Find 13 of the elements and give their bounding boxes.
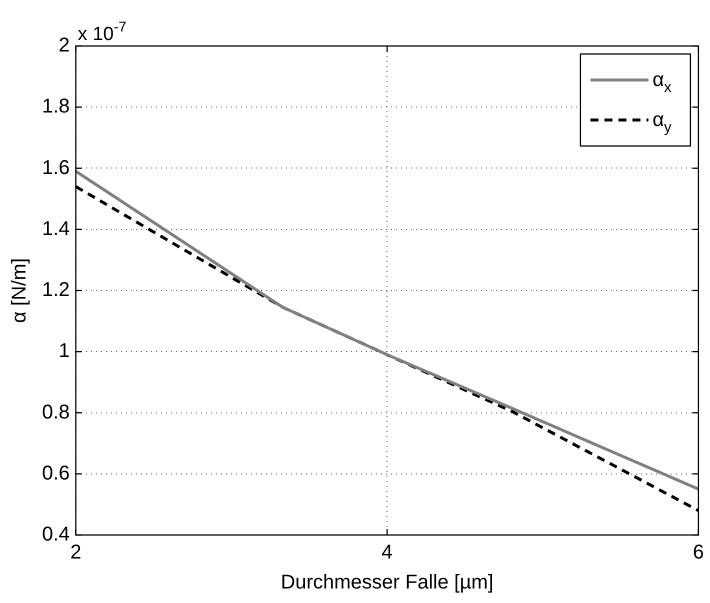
y-tick-label: 1.2 — [42, 279, 70, 302]
y-tick-label: 1 — [58, 340, 70, 362]
x-axis-title: Durchmesser Falle [µm] — [280, 572, 494, 594]
x-tick-label: 6 — [692, 542, 704, 564]
x-tick-label: 4 — [382, 542, 393, 564]
y-tick-label: 2 — [58, 34, 70, 57]
y-tick-label: 0.8 — [42, 401, 70, 424]
y-tick-label: 0.6 — [42, 462, 70, 484]
y-axis-title: α [N/m] — [8, 258, 31, 323]
y-tick-label: 1.8 — [42, 96, 70, 118]
y-tick-label: 0.4 — [42, 524, 70, 546]
y-tick-label: 1.4 — [42, 218, 70, 240]
y-tick-label: 1.6 — [42, 156, 70, 179]
